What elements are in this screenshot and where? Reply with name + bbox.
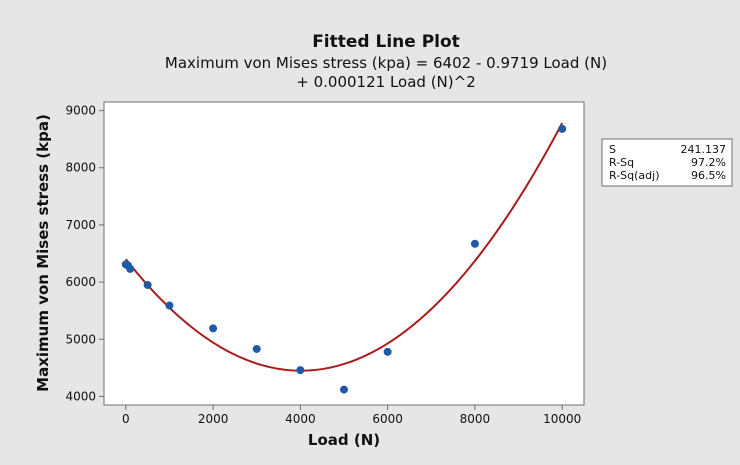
plot-area xyxy=(103,101,585,406)
x-tick-label: 0 xyxy=(122,412,130,426)
stat-rsq-value: 97.2% xyxy=(691,156,726,169)
fit-line-layer xyxy=(125,122,564,372)
x-tick-label: 4000 xyxy=(285,412,316,426)
stats-box: S 241.137 R-Sq 97.2% R-Sq(adj) 96.5% xyxy=(601,138,733,187)
stat-s-label: S xyxy=(609,143,616,156)
data-point xyxy=(340,385,348,394)
data-point xyxy=(252,344,261,353)
y-tick-label: 7000 xyxy=(65,218,96,232)
stat-rsq-label: R-Sq xyxy=(609,156,634,169)
x-tick-label: 2000 xyxy=(198,412,229,426)
data-point xyxy=(126,264,135,273)
stat-rsq-adj-value: 96.5% xyxy=(691,169,726,182)
chart-subtitle-line-1: Maximum von Mises stress (kpa) = 6402 - … xyxy=(165,54,607,72)
y-tick-label: 5000 xyxy=(65,332,96,346)
data-point xyxy=(165,301,174,310)
y-axis: 4000 5000 6000 7000 8000 9000 xyxy=(65,104,104,403)
data-point xyxy=(383,347,392,356)
y-tick-label: 4000 xyxy=(65,389,96,403)
y-axis-label: Maximum von Mises stress (kpa) xyxy=(34,114,52,392)
x-tick-label: 10000 xyxy=(543,412,581,426)
y-tick-label: 9000 xyxy=(65,104,96,118)
y-tick-label: 8000 xyxy=(65,161,96,175)
data-point xyxy=(143,280,152,289)
data-point xyxy=(296,366,305,375)
stat-s-value: 241.137 xyxy=(681,143,727,156)
fitted-curve xyxy=(125,122,564,372)
x-tick-label: 8000 xyxy=(460,412,491,426)
stat-rsq-adj-label: R-Sq(adj) xyxy=(609,169,660,182)
data-point xyxy=(558,124,567,133)
data-points-layer xyxy=(121,124,567,394)
data-point xyxy=(209,324,218,333)
chart-title: Fitted Line Plot xyxy=(312,32,460,52)
x-axis: 0 2000 4000 6000 8000 10000 xyxy=(122,405,581,426)
x-tick-label: 6000 xyxy=(372,412,403,426)
data-point xyxy=(470,239,479,248)
y-tick-label: 6000 xyxy=(65,275,96,289)
x-axis-label: Load (N) xyxy=(308,431,380,449)
chart-subtitle-line-2: + 0.000121 Load (N)^2 xyxy=(296,73,475,91)
stats-box-frame xyxy=(601,138,733,187)
